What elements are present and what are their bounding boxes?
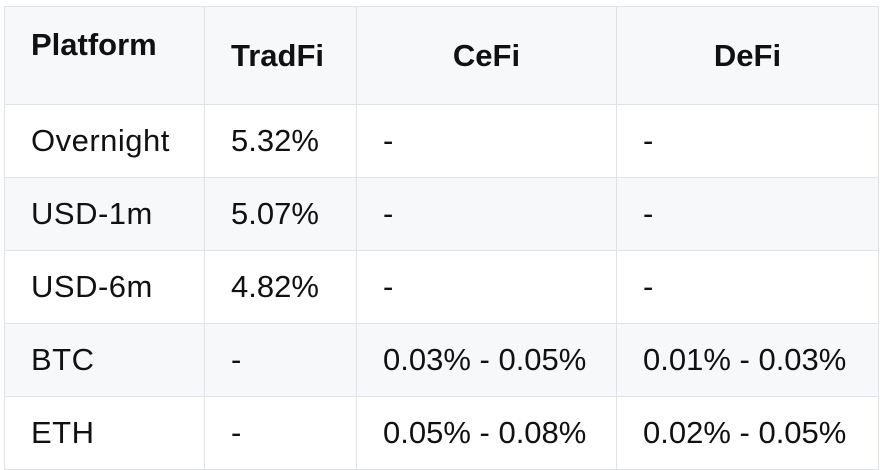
tradfi-cell: -	[204, 323, 357, 397]
tradfi-cell: 5.07%	[204, 177, 357, 251]
rates-table: Platform TradFi CeFi DeFi Overnight 5.32…	[4, 6, 879, 470]
header-platform: Platform	[4, 6, 205, 105]
header-cefi: CeFi	[356, 6, 617, 105]
cefi-cell: -	[356, 177, 617, 251]
table-row: USD-1m 5.07% - -	[4, 177, 879, 251]
defi-cell: -	[616, 250, 879, 324]
header-tradfi: TradFi	[204, 6, 357, 105]
cefi-cell: 0.05% - 0.08%	[356, 396, 617, 470]
defi-cell: -	[616, 104, 879, 178]
tradfi-cell: 5.32%	[204, 104, 357, 178]
platform-cell: USD-6m	[4, 250, 205, 324]
platform-cell: BTC	[4, 323, 205, 397]
table-row: BTC - 0.03% - 0.05% 0.01% - 0.03%	[4, 323, 879, 397]
defi-cell: 0.02% - 0.05%	[616, 396, 879, 470]
cefi-cell: 0.03% - 0.05%	[356, 323, 617, 397]
header-row: Platform TradFi CeFi DeFi	[4, 6, 879, 105]
table-row: ETH - 0.05% - 0.08% 0.02% - 0.05%	[4, 396, 879, 470]
cefi-cell: -	[356, 250, 617, 324]
platform-cell: Overnight	[4, 104, 205, 178]
table-row: USD-6m 4.82% - -	[4, 250, 879, 324]
tradfi-cell: -	[204, 396, 357, 470]
table-row: Overnight 5.32% - -	[4, 104, 879, 178]
platform-cell: ETH	[4, 396, 205, 470]
platform-cell: USD-1m	[4, 177, 205, 251]
tradfi-cell: 4.82%	[204, 250, 357, 324]
cefi-cell: -	[356, 104, 617, 178]
table-body: Overnight 5.32% - - USD-1m 5.07% - - USD…	[4, 104, 879, 470]
header-defi: DeFi	[616, 6, 879, 105]
defi-cell: -	[616, 177, 879, 251]
table-header: Platform TradFi CeFi DeFi	[4, 6, 879, 105]
defi-cell: 0.01% - 0.03%	[616, 323, 879, 397]
